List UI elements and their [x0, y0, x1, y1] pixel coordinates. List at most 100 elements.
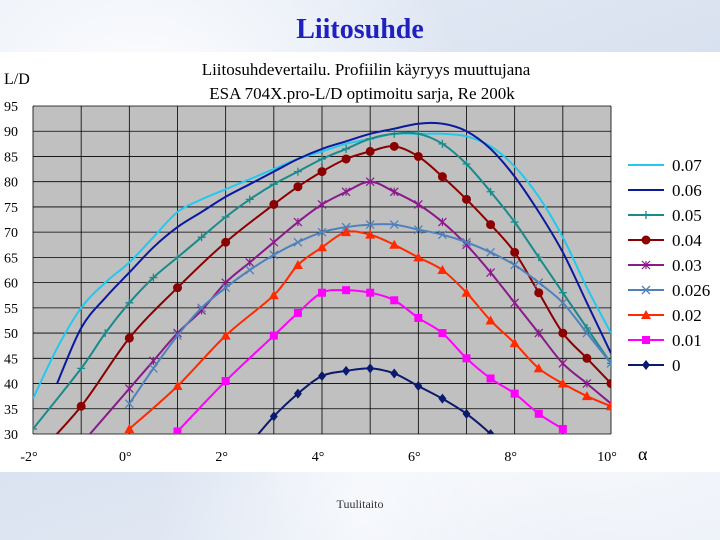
data-point	[317, 227, 327, 237]
legend-swatch-marker	[641, 310, 651, 319]
data-point	[582, 379, 592, 388]
legend-item: 0.05	[628, 206, 702, 225]
data-point	[486, 187, 495, 196]
data-point	[486, 247, 496, 257]
data-point	[293, 167, 302, 176]
data-point	[534, 288, 544, 298]
data-point	[318, 288, 326, 297]
data-point	[510, 298, 520, 308]
legend-label: 0.04	[672, 231, 702, 250]
data-point	[293, 308, 302, 317]
data-point	[124, 423, 135, 433]
data-point	[558, 288, 567, 297]
y-tick-label: 30	[4, 428, 18, 443]
data-point	[581, 391, 592, 401]
data-point	[390, 368, 399, 379]
data-point	[317, 242, 327, 252]
data-point	[341, 187, 351, 197]
legend-label: 0	[672, 356, 681, 375]
data-point	[245, 258, 255, 267]
x-tick-label: 10°	[597, 450, 617, 465]
data-point	[462, 160, 471, 169]
data-point	[509, 338, 520, 348]
data-point	[220, 330, 231, 340]
data-point	[413, 225, 423, 235]
x-tick-label: 4°	[312, 450, 325, 465]
data-point	[125, 298, 134, 307]
data-point	[582, 328, 592, 338]
data-point	[293, 237, 303, 247]
data-point	[461, 287, 472, 297]
data-point	[197, 233, 206, 242]
data-point	[173, 283, 182, 293]
data-point	[317, 167, 327, 177]
data-point	[462, 354, 471, 363]
legend-swatch-marker	[642, 360, 650, 370]
data-point	[173, 427, 182, 434]
data-point	[124, 399, 134, 409]
data-point	[341, 154, 351, 164]
data-point	[606, 379, 611, 389]
data-point	[413, 252, 424, 262]
data-point	[268, 290, 279, 300]
data-point	[269, 250, 279, 260]
series-0.07	[33, 132, 611, 400]
legend-item: 0.026	[628, 281, 710, 300]
legend-label: 0.05	[672, 206, 702, 225]
data-point	[582, 324, 591, 333]
legend-item: 0.04	[628, 231, 702, 250]
data-point	[172, 381, 183, 391]
data-point	[173, 331, 182, 341]
data-point	[148, 363, 158, 373]
y-tick-label: 45	[4, 352, 18, 367]
data-point	[557, 378, 568, 388]
data-point	[318, 370, 326, 381]
y-tick-label: 35	[4, 403, 18, 418]
y-tick-label: 40	[4, 378, 18, 393]
data-point	[246, 439, 254, 449]
legend-label: 0.07	[672, 156, 702, 175]
data-point	[437, 217, 447, 227]
line-chart: Liitosuhdevertailu. Profiilin käyryys mu…	[4, 60, 710, 465]
legend-label: 0.02	[672, 306, 702, 325]
data-point	[269, 199, 279, 209]
data-point	[293, 217, 303, 227]
chart-subtitle: ESA 704X.pro-L/D optimoitu sarja, Re 200…	[209, 84, 515, 103]
data-point	[317, 199, 327, 209]
data-point	[462, 194, 471, 204]
data-point	[124, 333, 134, 343]
legend-swatch-marker	[641, 235, 651, 245]
series-0.026	[124, 220, 611, 409]
data-point	[77, 440, 85, 448]
data-point	[606, 401, 611, 411]
data-point	[197, 303, 207, 313]
data-point	[606, 358, 611, 368]
data-point	[269, 331, 278, 340]
x-tick-label: -2°	[20, 450, 37, 465]
data-point	[245, 195, 254, 204]
data-point	[486, 220, 496, 230]
data-point	[365, 146, 375, 156]
data-point	[389, 141, 399, 151]
y-tick-label: 70	[4, 226, 18, 241]
data-point	[269, 237, 279, 247]
data-point	[293, 388, 302, 399]
data-point	[414, 129, 423, 138]
data-point	[269, 180, 278, 189]
data-point	[486, 429, 495, 434]
y-tick-label: 80	[4, 176, 18, 191]
data-point	[582, 353, 592, 363]
data-point	[365, 220, 375, 230]
data-point	[173, 253, 182, 262]
data-point	[413, 199, 423, 209]
legend-swatch-marker	[641, 260, 651, 270]
legend-swatch-marker	[642, 211, 650, 219]
data-point	[534, 409, 543, 418]
y-tick-label: 85	[4, 150, 18, 165]
legend-swatch-marker	[642, 336, 650, 344]
data-point	[413, 151, 423, 161]
y-axis-label: L/D	[4, 71, 30, 88]
data-point	[342, 144, 351, 153]
legend-label: 0.06	[672, 181, 702, 200]
data-point	[149, 273, 158, 282]
